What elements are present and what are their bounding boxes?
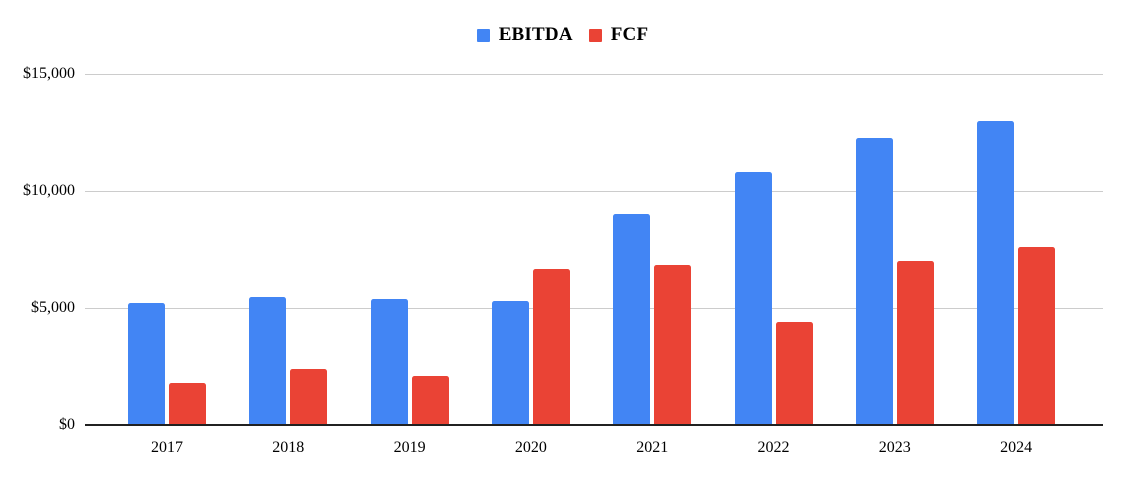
x-tick-label: 2023 — [878, 439, 911, 456]
y-tick-label: $15,000 — [23, 65, 75, 82]
fcf-bar-2024 — [1018, 247, 1056, 425]
x-tick-label: 2022 — [757, 439, 790, 456]
fcf-bar-2021 — [654, 264, 692, 425]
x-axis-labels: 2017 2018 2019 2020 2021 2022 2023 2024 — [85, 425, 1103, 465]
gridline — [85, 308, 1103, 309]
y-tick-label: $10,000 — [23, 182, 75, 199]
legend-label-fcf: FCF — [610, 24, 649, 45]
bar-group-2023 — [855, 138, 934, 425]
ebitda-bar-2022 — [734, 172, 772, 425]
fcf-swatch-icon — [588, 28, 602, 42]
ebitda-bar-2021 — [613, 214, 651, 425]
x-tick-label: 2024 — [1000, 439, 1033, 456]
bar-group-2020 — [491, 269, 570, 425]
fcf-bar-2018 — [290, 368, 328, 425]
ebitda-bar-2020 — [491, 300, 529, 425]
legend-item-fcf: FCF — [588, 24, 649, 46]
bar-group-2024 — [977, 120, 1056, 425]
fcf-bar-2022 — [775, 322, 813, 425]
bar-group-2022 — [734, 172, 813, 425]
x-tick-label: 2017 — [151, 439, 183, 456]
fcf-bar-2019 — [411, 375, 449, 425]
x-tick-label: 2020 — [514, 439, 547, 456]
x-tick-label: 2018 — [272, 439, 305, 456]
gridline — [85, 74, 1103, 75]
x-tick-label: 2021 — [636, 439, 669, 456]
ebitda-bar-2023 — [855, 138, 893, 425]
ebitda-bar-2017 — [128, 303, 165, 425]
bar-group-2019 — [370, 298, 449, 425]
ebitda-swatch-icon — [476, 28, 490, 42]
gridline — [85, 191, 1103, 192]
ebitda-bar-2024 — [977, 120, 1015, 425]
y-tick-label: $0 — [59, 416, 75, 433]
legend-label-ebitda: EBITDA — [498, 24, 573, 45]
fcf-bar-2017 — [169, 382, 206, 425]
bar-group-2018 — [249, 297, 328, 425]
x-tick-label: 2019 — [393, 439, 426, 456]
legend-item-ebitda: EBITDA — [476, 24, 573, 46]
fcf-bar-2020 — [532, 269, 570, 425]
y-tick-label: $5,000 — [31, 299, 75, 316]
plot-area — [85, 74, 1103, 426]
x-axis-line — [85, 424, 1103, 426]
legend: EBITDA FCF — [0, 24, 1125, 46]
y-axis-labels: $0 $5,000 $10,000 $15,000 — [0, 65, 75, 433]
ebitda-bar-2019 — [370, 298, 408, 425]
bar-group-2021 — [613, 214, 692, 425]
bar-group-2017 — [128, 303, 206, 425]
fcf-bar-2023 — [896, 261, 934, 425]
ebitda-bar-2018 — [249, 297, 287, 425]
